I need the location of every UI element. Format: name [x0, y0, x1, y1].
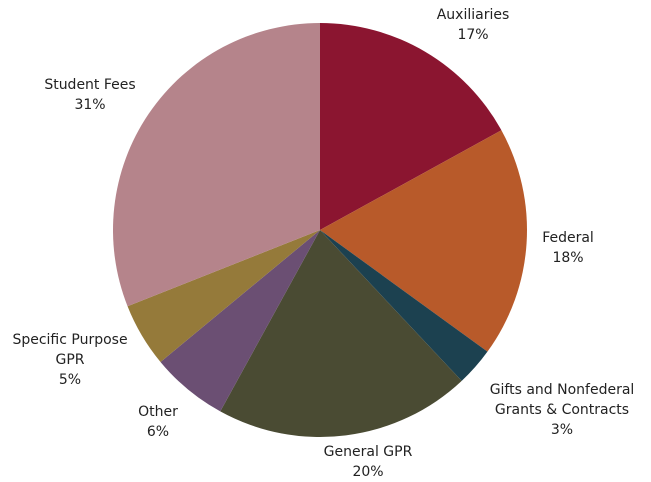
category-label: Gifts and Nonfederal Grants & Contracts [489, 382, 635, 418]
slice-label: Student Fees 31% [30, 75, 150, 115]
pie-slice [320, 230, 488, 381]
pie-slice [160, 230, 320, 412]
category-label: Other [138, 404, 178, 420]
slice-label: Federal 18% [508, 228, 628, 268]
pie-slice [320, 130, 527, 352]
pie-slice [320, 23, 502, 230]
slice-label: Gifts and Nonfederal Grants & Contracts 3… [482, 380, 642, 440]
value-label: 5% [58, 372, 82, 388]
category-label: Student Fees [44, 77, 136, 93]
pie-slice [220, 230, 462, 437]
category-label: Auxiliaries [436, 7, 510, 23]
slice-label: Other 6% [118, 402, 198, 442]
slice-label: Auxiliaries 17% [403, 5, 543, 45]
slice-label: Specific Purpose GPR 5% [0, 330, 140, 390]
category-label: Specific Purpose GPR [12, 332, 128, 368]
category-label: Federal [542, 230, 594, 246]
value-label: 31% [74, 97, 106, 113]
pie-slice [112, 23, 321, 307]
value-label: 3% [550, 422, 574, 438]
category-label: General GPR [323, 444, 413, 460]
pie-slice [127, 230, 320, 362]
slice-label: General GPR 20% [298, 442, 438, 482]
value-label: 18% [552, 250, 584, 266]
value-label: 6% [146, 424, 170, 440]
value-label: 17% [457, 27, 489, 43]
value-label: 20% [352, 464, 384, 480]
